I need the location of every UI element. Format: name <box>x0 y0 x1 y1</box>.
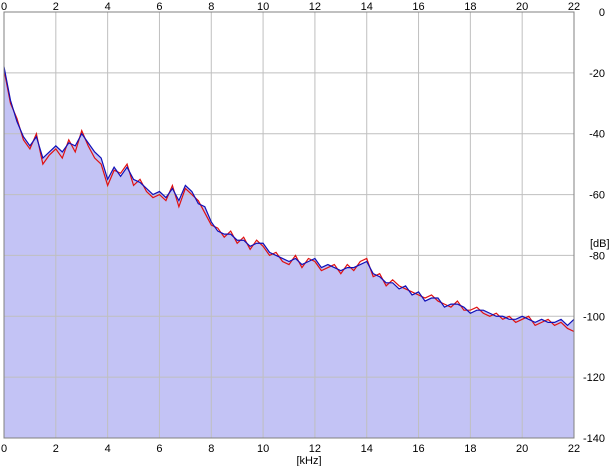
x-tick-label-top: 22 <box>568 1 580 13</box>
y-tick-label: 0 <box>599 7 605 19</box>
x-tick-label-top: 18 <box>464 1 476 13</box>
y-tick-label: -100 <box>583 311 605 323</box>
spectrum-fill <box>4 66 574 439</box>
x-tick-label: 16 <box>412 443 424 455</box>
axes <box>3 11 575 439</box>
y-axis-label: [dB] <box>590 238 609 250</box>
y-tick-label: -40 <box>589 129 605 141</box>
x-tick-labels-top: 0 2 4 6 8 10 12 14 16 18 20 22 <box>1 1 580 13</box>
x-tick-label: 12 <box>309 443 321 455</box>
y-tick-labels: 0 -20 -40 -60 -80 -100 -120 -140 <box>583 7 605 445</box>
x-tick-label-top: 14 <box>361 1 373 13</box>
x-tick-label: 2 <box>53 443 59 455</box>
x-tick-label-top: 4 <box>105 1 111 13</box>
series-red-line <box>3 69 575 333</box>
x-tick-label: 10 <box>257 443 269 455</box>
plot-frame <box>3 11 575 439</box>
x-tick-label: 8 <box>208 443 214 455</box>
x-tick-label-top: 6 <box>156 1 162 13</box>
y-tick-label: -140 <box>583 433 605 445</box>
series-blue-line <box>3 66 575 327</box>
x-tick-label: 0 <box>1 443 7 455</box>
x-tick-label: 22 <box>568 443 580 455</box>
x-tick-label-top: 2 <box>53 1 59 13</box>
x-tick-label: 6 <box>156 443 162 455</box>
x-tick-label: 4 <box>105 443 111 455</box>
x-tick-label-top: 10 <box>257 1 269 13</box>
x-tick-labels: 0 2 4 6 8 10 12 14 16 18 20 22 <box>1 443 580 455</box>
x-axis-label: [kHz] <box>296 455 321 466</box>
plot-area <box>4 12 574 439</box>
y-tick-label: -60 <box>589 190 605 202</box>
x-tick-label-top: 8 <box>208 1 214 13</box>
series-layer <box>3 66 575 333</box>
y-tick-label: -80 <box>589 250 605 262</box>
x-tick-label-top: 20 <box>516 1 528 13</box>
y-tick-label: -120 <box>583 372 605 384</box>
x-tick-label: 20 <box>516 443 528 455</box>
x-tick-label-top: 16 <box>412 1 424 13</box>
y-tick-label: -20 <box>589 68 605 80</box>
x-tick-label: 14 <box>361 443 373 455</box>
x-tick-label: 18 <box>464 443 476 455</box>
x-tick-label-top: 0 <box>1 1 7 13</box>
x-tick-label-top: 12 <box>309 1 321 13</box>
